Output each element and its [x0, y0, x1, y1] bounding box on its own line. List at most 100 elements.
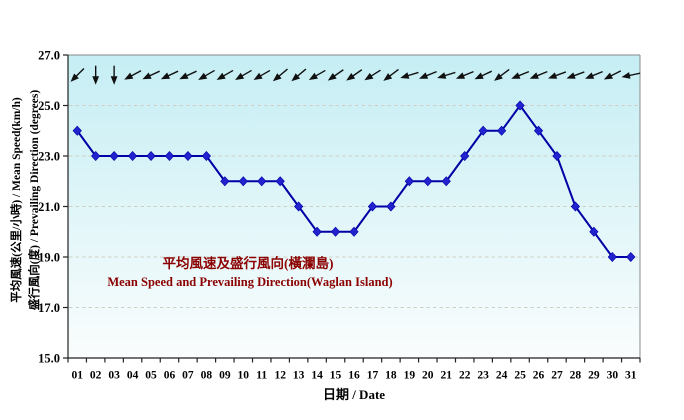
y-tick-label: 15.0 [38, 352, 60, 366]
wind-arrow-head [418, 72, 429, 79]
data-point-day-31 [626, 251, 636, 263]
data-point-day-14 [312, 226, 322, 237]
data-point-day-16 [349, 226, 359, 237]
data-point-day-11 [257, 176, 267, 187]
x-tick-label: 09 [219, 370, 231, 382]
wind-arrow-head [585, 72, 595, 79]
x-tick-label: 14 [311, 370, 323, 382]
wind-arrow-head [198, 72, 208, 80]
wind-arrow-day-11 [253, 69, 271, 80]
data-point-day-25 [515, 100, 525, 111]
wind-arrow-day-15 [327, 69, 344, 81]
wind-arrow-head [494, 73, 503, 81]
data-point-day-28 [570, 201, 581, 212]
x-tick-label: 28 [570, 370, 582, 382]
x-tick-label: 23 [477, 370, 489, 382]
wind-arrow-day-10 [235, 69, 252, 80]
wind-arrow-head [566, 72, 576, 79]
wind-arrow-day-25 [511, 70, 530, 79]
data-point-day-17 [367, 201, 378, 212]
x-tick-label: 06 [164, 370, 176, 382]
data-point-day-08 [201, 150, 211, 162]
x-tick-label: 22 [459, 370, 471, 382]
x-tick-label: 27 [551, 370, 563, 382]
x-tick-label: 13 [293, 370, 305, 382]
x-tick-label: 05 [145, 370, 157, 382]
wind-arrow-head [383, 73, 393, 81]
wind-arrow-head [603, 72, 613, 80]
wind-arrow-head [437, 72, 447, 79]
wind-arrow-day-22 [455, 70, 474, 79]
gridlines [69, 105, 639, 308]
y-tick-label: 17.0 [38, 301, 60, 315]
data-point-day-30 [607, 251, 617, 263]
y-tick-label: 27.0 [38, 49, 60, 63]
data-point-day-13 [294, 201, 304, 212]
wind-arrow-head [142, 72, 152, 80]
wind-arrow-head [364, 72, 374, 81]
wind-arrow-day-17 [364, 69, 381, 81]
wind-arrow-head [92, 76, 100, 85]
wind-arrow-head [548, 72, 558, 79]
wind-arrow-day-18 [383, 68, 399, 81]
data-point-day-22 [460, 150, 470, 162]
data-point-day-03 [109, 150, 119, 162]
y-tick-label: 19.0 [38, 251, 60, 265]
x-tick-label: 25 [514, 370, 526, 382]
wind-arrow-head [272, 73, 282, 82]
wind-arrow-day-27 [548, 71, 567, 79]
chart-title-zh: 平均風速及盛行風向(橫瀾島) [163, 255, 334, 271]
data-point-day-10 [238, 176, 248, 187]
x-tick-label: 12 [274, 370, 286, 382]
x-tick-label: 19 [404, 370, 416, 382]
data-point-day-29 [589, 226, 599, 237]
x-tick-label: 16 [348, 370, 360, 382]
wind-arrow-head [327, 72, 337, 81]
x-tick-label: 10 [238, 370, 250, 382]
x-tick-label: 20 [422, 370, 434, 382]
y-axis-ticks [63, 54, 68, 359]
wind-arrow-day-20 [418, 70, 437, 79]
data-point-day-12 [275, 176, 285, 187]
x-tick-label: 30 [607, 370, 619, 382]
x-tick-label: 26 [533, 370, 545, 382]
y-tick-label: 21.0 [38, 200, 60, 214]
wind-arrow-day-02 [92, 65, 100, 85]
data-point-day-21 [441, 176, 451, 187]
mean-speed-series [72, 100, 636, 263]
x-tick-label: 02 [90, 370, 102, 382]
y-tick-label: 25.0 [38, 99, 60, 113]
data-point-day-15 [330, 226, 341, 237]
wind-arrow-day-05 [142, 70, 160, 80]
x-axis-ticks [67, 358, 641, 363]
data-point-day-24 [497, 125, 507, 136]
wind-arrow-day-28 [566, 71, 585, 79]
chart-title-en: Mean Speed and Prevailing Direction(Wagl… [107, 275, 392, 289]
wind-arrow-head [235, 72, 245, 80]
data-point-day-27 [552, 150, 562, 162]
wind-arrow-day-30 [603, 70, 622, 80]
y-axis-label-line1: 平均風速(公里/小時) / Mean Speed(km/h) [9, 97, 23, 303]
x-tick-label: 11 [256, 370, 267, 382]
x-tick-label: 31 [625, 370, 637, 382]
wind-arrow-day-08 [198, 69, 215, 80]
wind-arrow-day-16 [346, 69, 363, 81]
wind-arrow-head [400, 72, 410, 79]
x-axis-label: 日期 / Date [323, 387, 385, 402]
wind-arrow-head [124, 72, 134, 80]
x-tick-label: 18 [385, 370, 397, 382]
wind-arrow-day-03 [110, 65, 118, 85]
wind-arrow-day-07 [179, 70, 197, 80]
data-point-day-06 [164, 150, 175, 162]
wind-direction-arrows [70, 65, 641, 85]
wind-arrow-day-26 [529, 70, 548, 79]
wind-arrow-head [110, 76, 118, 85]
wind-arrow-head [474, 72, 484, 80]
wind-arrow-day-01 [70, 67, 85, 82]
x-tick-label: 24 [496, 370, 508, 382]
wind-arrow-head [621, 72, 631, 79]
wind-arrow-day-29 [585, 70, 603, 79]
data-point-day-09 [220, 176, 230, 187]
